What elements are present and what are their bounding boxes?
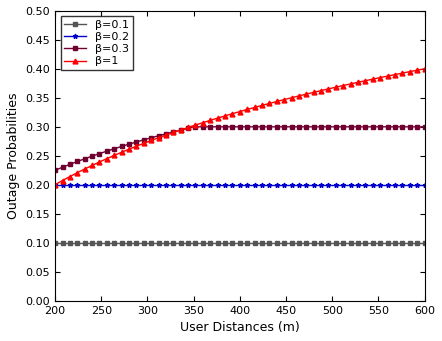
- β=0.2: [323, 183, 328, 187]
- β=0.3: [239, 125, 244, 129]
- β=0.3: [255, 125, 261, 129]
- Y-axis label: Outage Probabilities: Outage Probabilities: [7, 92, 20, 219]
- β=0.3: [53, 168, 58, 172]
- β=0.2: [53, 183, 58, 187]
- Legend: β=0.1, β=0.2, β=0.3, β=1: β=0.1, β=0.2, β=0.3, β=1: [61, 16, 133, 70]
- β=0.2: [422, 183, 427, 187]
- β=0.3: [289, 125, 294, 129]
- Line: β=1: β=1: [53, 66, 427, 187]
- β=0.2: [288, 183, 293, 187]
- β=0.1: [323, 241, 328, 245]
- β=1: [238, 109, 244, 113]
- β=0.3: [324, 125, 329, 129]
- β=0.3: [192, 125, 197, 129]
- Line: β=0.3: β=0.3: [53, 125, 426, 172]
- β=1: [100, 158, 106, 162]
- β=0.2: [100, 183, 106, 187]
- β=0.2: [186, 183, 191, 187]
- β=0.1: [288, 241, 293, 245]
- Line: β=0.1: β=0.1: [53, 241, 426, 244]
- β=1: [323, 87, 328, 91]
- β=0.1: [100, 241, 106, 245]
- β=0.1: [255, 241, 260, 245]
- β=0.1: [53, 241, 58, 245]
- β=0.1: [238, 241, 244, 245]
- Line: β=0.2: β=0.2: [53, 182, 427, 187]
- β=0.3: [422, 125, 427, 129]
- β=1: [288, 96, 293, 100]
- β=1: [255, 105, 260, 109]
- β=0.3: [186, 126, 191, 130]
- β=0.1: [422, 241, 427, 245]
- β=1: [422, 67, 427, 71]
- β=0.1: [186, 241, 191, 245]
- β=1: [53, 183, 58, 187]
- β=0.2: [255, 183, 260, 187]
- β=0.3: [100, 150, 106, 154]
- β=0.2: [238, 183, 244, 187]
- X-axis label: User Distances (m): User Distances (m): [180, 321, 300, 334]
- β=1: [186, 125, 191, 130]
